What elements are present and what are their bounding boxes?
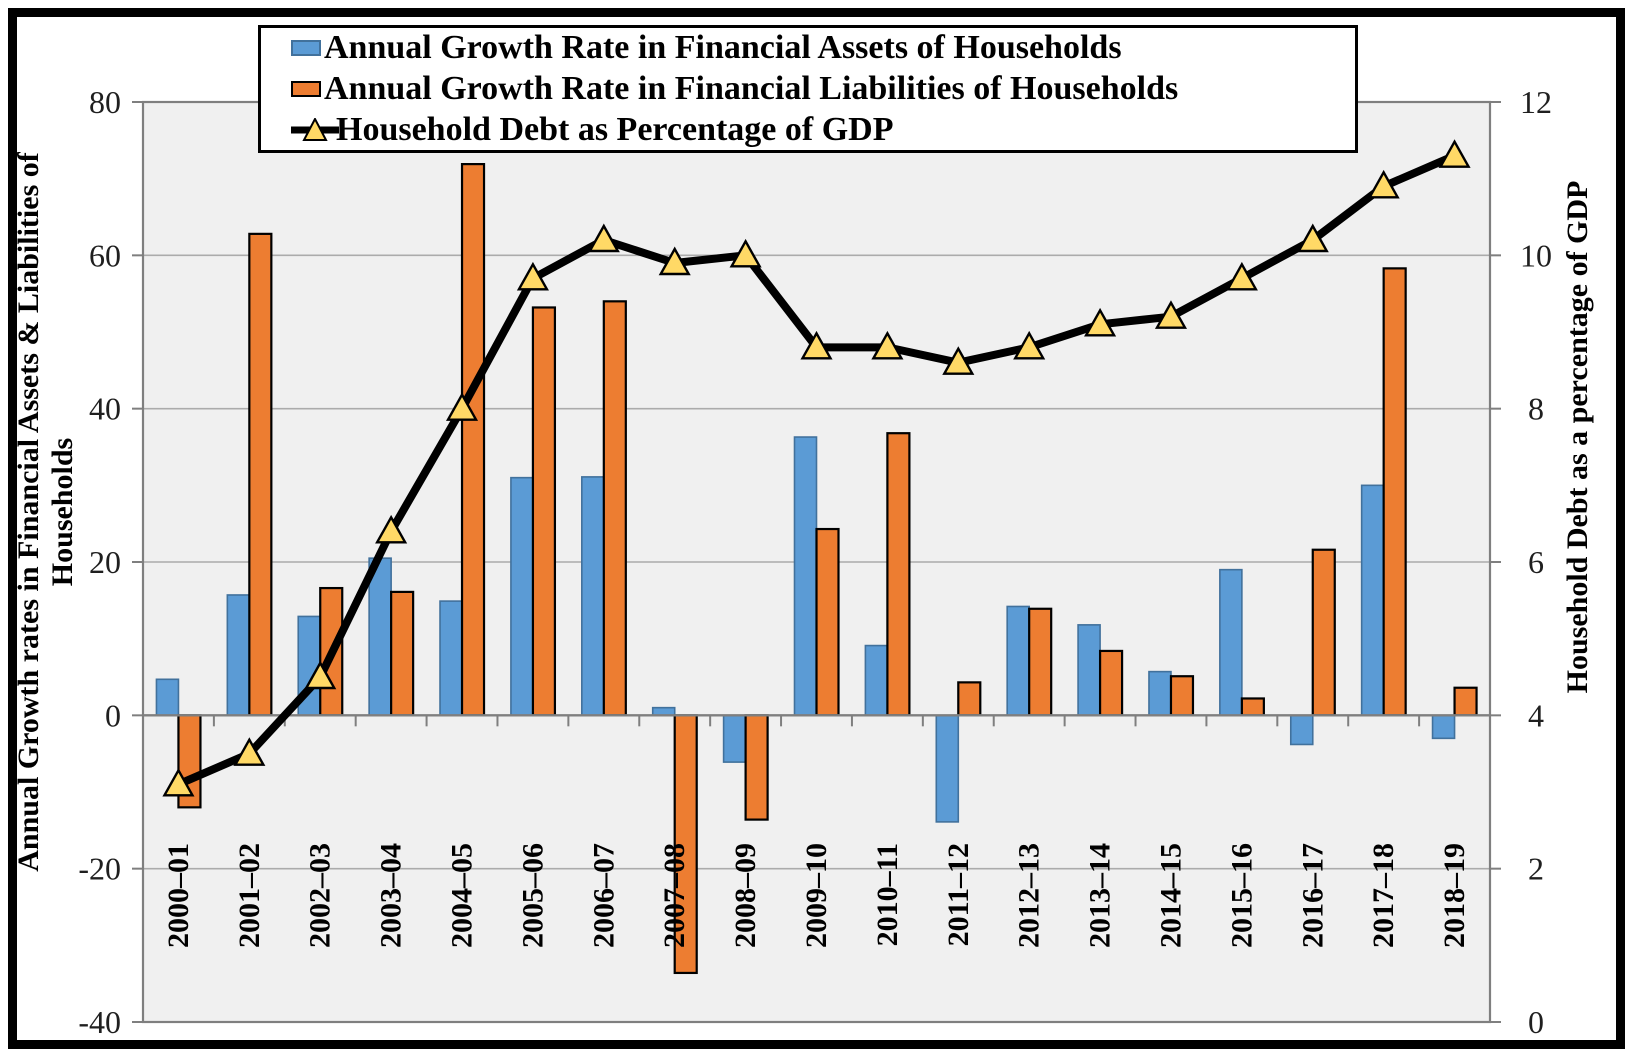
marker-2013–14 bbox=[1084, 307, 1117, 337]
right-tick-label-4: 4 bbox=[1528, 697, 1544, 733]
right-tick-label-6: 6 bbox=[1528, 544, 1544, 580]
x-label-2006–07: 2006–07 bbox=[587, 843, 620, 948]
x-label-2008–09: 2008–09 bbox=[729, 843, 762, 948]
legend-item-debt-line: Household Debt as Percentage of GDP bbox=[291, 109, 1355, 150]
marker-2001–02 bbox=[233, 737, 266, 766]
marker-2015–16 bbox=[1225, 261, 1258, 291]
marker-2005–06 bbox=[516, 261, 549, 291]
marker-2008–09 bbox=[729, 238, 762, 268]
marker-2018–19 bbox=[1438, 139, 1471, 168]
x-label-2005–06: 2005–06 bbox=[516, 843, 549, 948]
x-label-2002–03: 2002–03 bbox=[304, 843, 337, 948]
x-label-2018–19: 2018–19 bbox=[1438, 843, 1471, 948]
right-axis-title: Household Debt as a percentage of GDP bbox=[1561, 180, 1594, 694]
x-label-2017–18: 2017–18 bbox=[1367, 843, 1400, 948]
x-label-2003–04: 2003–04 bbox=[375, 843, 408, 948]
x-label-2012–13: 2012–13 bbox=[1013, 843, 1046, 948]
legend-label-assets: Annual Growth Rate in Financial Assets o… bbox=[324, 29, 1122, 67]
marker-2003–04 bbox=[375, 514, 408, 544]
right-tick-label-12: 12 bbox=[1520, 84, 1552, 120]
marker-2004–05 bbox=[445, 392, 479, 421]
marker-2000–01 bbox=[162, 767, 195, 797]
left-axis-title-line2: Households bbox=[46, 437, 79, 587]
marker-2007–08 bbox=[658, 246, 691, 276]
x-label-2001–02: 2001–02 bbox=[233, 843, 266, 948]
left-tick-label--40: -40 bbox=[78, 1004, 121, 1040]
legend: Annual Growth Rate in Financial Assets o… bbox=[258, 25, 1358, 153]
legend-item-assets: Annual Growth Rate in Financial Assets o… bbox=[291, 28, 1355, 69]
x-label-2016–17: 2016–17 bbox=[1296, 843, 1329, 948]
x-label-2010–11: 2010–11 bbox=[871, 843, 904, 946]
left-tick-label-0: 0 bbox=[105, 697, 121, 733]
x-label-2000–01: 2000–01 bbox=[162, 843, 195, 948]
left-axis-title: Annual Growth rates in Financial Assets … bbox=[6, 12, 86, 1012]
assets-swatch-icon bbox=[291, 40, 321, 57]
x-label-2013–14: 2013–14 bbox=[1084, 843, 1117, 948]
marker-2014–15 bbox=[1154, 300, 1188, 329]
marker-2010–11 bbox=[871, 330, 904, 360]
right-tick-label-0: 0 bbox=[1528, 1004, 1544, 1040]
legend-item-liabilities: Annual Growth Rate in Financial Liabilit… bbox=[291, 69, 1355, 110]
right-tick-label-8: 8 bbox=[1528, 391, 1544, 427]
right-tick-label-2: 2 bbox=[1528, 851, 1544, 887]
left-tick-label-60: 60 bbox=[89, 237, 121, 273]
x-label-2011–12: 2011–12 bbox=[942, 843, 975, 946]
left-tick-label--20: -20 bbox=[78, 851, 121, 887]
left-tick-label-20: 20 bbox=[89, 544, 121, 580]
marker-2012–13 bbox=[1013, 330, 1046, 360]
marker-2017–18 bbox=[1367, 169, 1400, 199]
marker-2016–17 bbox=[1296, 223, 1329, 253]
liabilities-swatch-icon bbox=[291, 81, 321, 97]
x-label-2007–08: 2007–08 bbox=[658, 843, 691, 948]
marker-2011–12 bbox=[942, 346, 975, 375]
x-label-2009–10: 2009–10 bbox=[800, 843, 833, 948]
figure-border bbox=[8, 8, 1625, 1049]
right-tick-label-10: 10 bbox=[1520, 237, 1552, 273]
line-marker-icon bbox=[291, 117, 339, 141]
marker-2009–10 bbox=[800, 330, 833, 360]
marker-2006–07 bbox=[587, 223, 620, 253]
left-tick-label-40: 40 bbox=[89, 391, 121, 427]
x-label-2014–15: 2014–15 bbox=[1154, 843, 1187, 948]
left-axis-title-line1: Annual Growth rates in Financial Assets … bbox=[11, 152, 45, 872]
x-label-2015–16: 2015–16 bbox=[1225, 843, 1258, 948]
legend-label-debt-line: Household Debt as Percentage of GDP bbox=[336, 110, 894, 148]
marker-2002–03 bbox=[304, 660, 337, 690]
left-tick-label-80: 80 bbox=[89, 84, 121, 120]
legend-label-liabilities: Annual Growth Rate in Financial Liabilit… bbox=[324, 70, 1179, 107]
x-label-2004–05: 2004–05 bbox=[446, 843, 479, 948]
